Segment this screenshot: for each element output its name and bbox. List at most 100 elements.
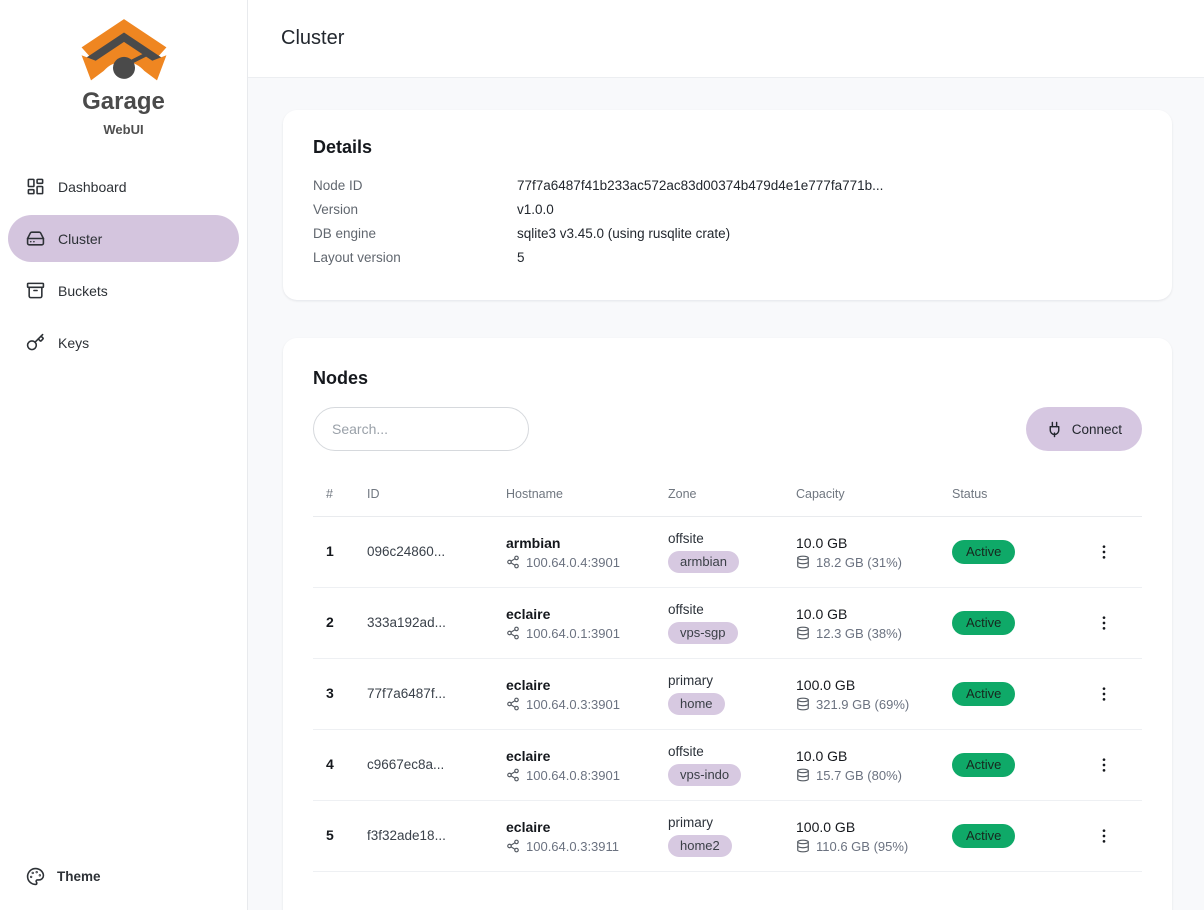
content-area: Details Node ID 77f7a6487f41b233ac572ac8…	[248, 78, 1204, 910]
connect-button[interactable]: Connect	[1025, 407, 1142, 451]
kebab-menu-icon	[1102, 544, 1106, 559]
zone-tag-badge: home2	[668, 835, 732, 857]
node-address-row: 100.64.0.3:3901	[506, 697, 668, 712]
nodes-toolbar: Connect	[313, 407, 1142, 451]
nodes-title: Nodes	[313, 368, 369, 388]
detail-value: v1.0.0	[517, 202, 554, 217]
node-id: 333a192ad...	[367, 615, 446, 630]
palette-icon	[26, 867, 45, 885]
row-number: 1	[326, 543, 334, 559]
theme-button[interactable]: Theme	[8, 854, 239, 898]
detail-row-version: Version v1.0.0	[313, 198, 1142, 222]
sidebar-item-buckets[interactable]: Buckets	[8, 267, 239, 314]
node-zone: offsite	[668, 602, 704, 617]
sidebar-item-cluster[interactable]: Cluster	[8, 215, 239, 263]
detail-row-layout-version: Layout version 5	[313, 246, 1142, 270]
node-address: 100.64.0.8:3901	[526, 767, 620, 783]
kebab-menu-icon	[1102, 686, 1106, 701]
detail-value: 5	[517, 250, 525, 265]
node-address-row: 100.64.0.4:3901	[506, 555, 668, 570]
node-id: c9667ec8a...	[367, 757, 445, 772]
details-title: Details	[313, 137, 373, 157]
row-number: 4	[326, 756, 334, 772]
sidebar-item-keys[interactable]: Keys	[8, 319, 239, 366]
detail-row-node-id: Node ID 77f7a6487f41b233ac572ac83d00374b…	[313, 174, 1142, 198]
row-menu-button[interactable]	[1090, 540, 1118, 564]
nodes-table-body: 1 096c24860... armbian 100.64.0.4:3901 o…	[313, 516, 1142, 872]
status-badge: Active	[952, 540, 1016, 564]
node-hostname: eclaire	[506, 818, 551, 835]
kebab-menu-icon	[1102, 757, 1106, 772]
node-usage: 321.9 GB (69%)	[816, 696, 910, 712]
node-zone: offsite	[668, 744, 704, 759]
database-icon	[797, 768, 809, 782]
status-badge: Active	[952, 611, 1016, 635]
row-number: 3	[326, 685, 334, 701]
col-header-status: Status	[952, 467, 1078, 517]
details-card: Details Node ID 77f7a6487f41b233ac572ac8…	[283, 110, 1172, 300]
key-icon	[26, 334, 44, 351]
app-title: Garage	[82, 88, 165, 115]
row-menu-button[interactable]	[1090, 753, 1118, 777]
detail-label: Layout version	[313, 250, 401, 265]
row-menu-button[interactable]	[1090, 682, 1118, 706]
sidebar-item-label: Buckets	[58, 282, 108, 299]
sidebar-item-label: Keys	[58, 334, 90, 351]
sidebar-item-label: Cluster	[58, 230, 103, 247]
table-row: 2 333a192ad... eclaire 100.64.0.1:3901 o…	[313, 587, 1142, 659]
node-capacity: 100.0 GB	[796, 818, 856, 835]
zone-tag-badge: vps-sgp	[668, 622, 738, 644]
page-title: Cluster	[281, 27, 345, 49]
node-address: 100.64.0.1:3901	[526, 625, 620, 641]
table-row: 3 77f7a6487f... eclaire 100.64.0.3:3901 …	[313, 658, 1142, 730]
zone-tag-badge: vps-indo	[668, 764, 742, 786]
share-icon	[507, 697, 519, 711]
node-usage: 15.7 GB (80%)	[816, 767, 902, 783]
col-header-num: #	[313, 467, 367, 517]
node-capacity: 10.0 GB	[796, 605, 848, 622]
dashboard-icon	[27, 178, 44, 195]
node-address-row: 100.64.0.3:3911	[506, 839, 668, 854]
row-menu-button[interactable]	[1090, 611, 1118, 635]
detail-label: Version	[313, 202, 359, 217]
node-hostname: eclaire	[506, 605, 551, 622]
node-capacity: 10.0 GB	[796, 534, 848, 551]
nodes-card: Nodes Connect	[283, 338, 1172, 910]
node-usage-row: 321.9 GB (69%)	[796, 697, 952, 712]
details-rows: Node ID 77f7a6487f41b233ac572ac83d00374b…	[313, 174, 1142, 270]
search-input[interactable]	[313, 407, 529, 451]
node-id: f3f32ade18...	[367, 828, 446, 843]
database-icon	[797, 626, 809, 640]
database-icon	[797, 697, 809, 711]
share-icon	[507, 768, 519, 782]
detail-value: sqlite3 v3.45.0 (using rusqlite crate)	[517, 226, 731, 241]
theme-label: Theme	[57, 868, 101, 884]
nodes-table: # ID Hostname Zone Capacity Status 1 096…	[313, 467, 1142, 872]
col-header-zone: Zone	[668, 467, 796, 517]
node-usage-row: 110.6 GB (95%)	[796, 839, 952, 854]
app-subtitle: WebUI	[103, 122, 144, 138]
table-row: 1 096c24860... armbian 100.64.0.4:3901 o…	[313, 516, 1142, 588]
plug-icon	[1049, 421, 1060, 437]
table-row: 4 c9667ec8a... eclaire 100.64.0.8:3901 o…	[313, 729, 1142, 801]
zone-tag-badge: home	[668, 693, 725, 715]
bucket-icon	[26, 282, 45, 299]
node-zone: primary	[668, 815, 714, 830]
connect-label: Connect	[1071, 421, 1122, 437]
row-menu-button[interactable]	[1090, 824, 1118, 848]
detail-value: 77f7a6487f41b233ac572ac83d00374b479d4e1e…	[517, 178, 884, 193]
node-zone: primary	[668, 673, 714, 688]
zone-tag-badge: armbian	[668, 551, 739, 573]
sidebar-item-dashboard[interactable]: Dashboard	[8, 163, 239, 210]
share-icon	[507, 626, 519, 640]
node-usage-row: 15.7 GB (80%)	[796, 768, 952, 783]
node-usage-row: 12.3 GB (38%)	[796, 626, 952, 641]
status-badge: Active	[952, 824, 1016, 848]
status-badge: Active	[952, 753, 1016, 777]
detail-label: DB engine	[313, 226, 377, 241]
node-capacity: 10.0 GB	[796, 747, 848, 764]
col-header-id: ID	[367, 467, 506, 517]
share-icon	[507, 839, 519, 853]
node-address-row: 100.64.0.1:3901	[506, 626, 668, 641]
status-badge: Active	[952, 682, 1016, 706]
